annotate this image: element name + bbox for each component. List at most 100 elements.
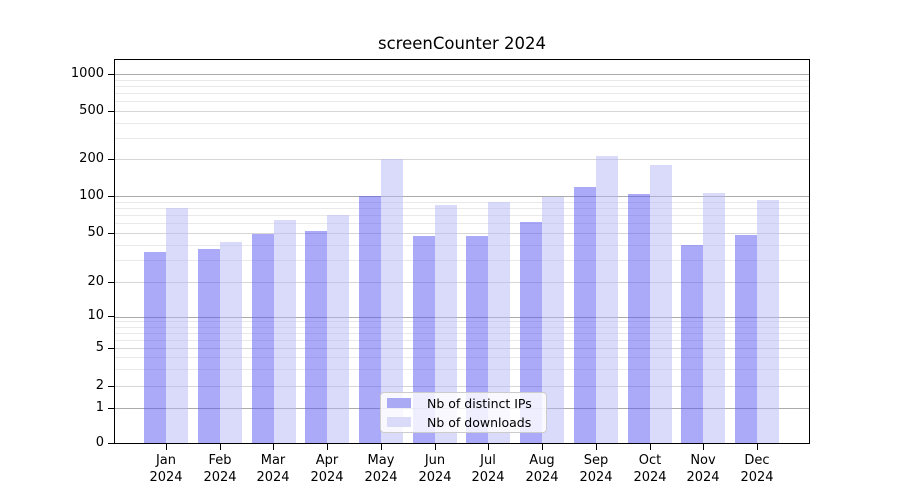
legend-label-downloads: Nb of downloads	[427, 414, 532, 430]
x-tick-mark	[166, 444, 167, 450]
bar-dec-distinct-ips	[735, 235, 757, 444]
bar-apr-distinct-ips	[305, 230, 328, 444]
bar-oct-downloads	[649, 164, 672, 444]
year-label: 2024	[579, 469, 613, 485]
major-gridline	[114, 74, 810, 75]
y-tick-label: 100	[79, 188, 104, 203]
y-tick-mark	[108, 443, 114, 444]
legend-item-downloads: Nb of downloads	[387, 414, 546, 430]
x-tick-label-mar: Mar 2024	[241, 453, 305, 486]
month-label: Jan	[155, 453, 177, 468]
bar-jul-downloads	[488, 201, 511, 444]
legend-label-distinct-ips: Nb of distinct IPs	[427, 395, 532, 411]
x-tick-label-jul: Jul 2024	[456, 453, 520, 486]
y-tick-label: 200	[79, 151, 104, 166]
y-tick-label: 0	[95, 435, 104, 450]
bar-feb-distinct-ips	[197, 249, 220, 444]
y-tick-mark	[108, 74, 114, 75]
x-tick-label-sep: Sep 2024	[564, 453, 628, 486]
month-label: Nov	[690, 453, 716, 468]
bar-jun-downloads	[434, 204, 457, 444]
month-label: Aug	[529, 453, 555, 468]
bar-feb-downloads	[219, 242, 242, 444]
major-gridline	[114, 196, 810, 197]
x-tick-mark	[542, 444, 543, 450]
minor-gridline	[114, 85, 810, 87]
x-tick-label-jun: Jun 2024	[403, 453, 467, 486]
y-tick-label: 2	[95, 378, 104, 393]
year-label: 2024	[471, 469, 505, 485]
bar-mar-distinct-ips	[251, 234, 274, 444]
minor-gridline	[114, 339, 810, 341]
minor-gridline	[114, 332, 810, 334]
y-tick-label: 20	[87, 274, 104, 289]
labeled-gridline	[114, 348, 810, 349]
year-label: 2024	[256, 469, 290, 485]
minor-gridline	[114, 244, 810, 246]
bar-apr-downloads	[327, 215, 350, 444]
minor-gridline	[114, 122, 810, 124]
y-tick-mark	[108, 196, 114, 197]
bar-may-downloads	[380, 159, 403, 444]
y-tick-mark	[108, 282, 114, 283]
minor-gridline	[114, 101, 810, 103]
month-label: Feb	[208, 453, 232, 468]
year-label: 2024	[525, 469, 559, 485]
bar-oct-distinct-ips	[627, 194, 650, 444]
x-tick-label-feb: Feb 2024	[188, 453, 252, 486]
minor-gridline	[114, 260, 810, 262]
bar-jan-distinct-ips	[144, 252, 166, 444]
x-tick-mark	[381, 444, 382, 450]
x-tick-mark	[488, 444, 489, 450]
minor-gridline	[114, 79, 810, 81]
y-tick-label: 1	[95, 400, 104, 415]
year-label: 2024	[418, 469, 452, 485]
x-tick-label-oct: Oct 2024	[618, 453, 682, 486]
labeled-gridline	[114, 233, 810, 234]
month-label: Jul	[480, 453, 496, 468]
bar-jan-downloads	[166, 207, 188, 444]
x-tick-label-nov: Nov 2024	[671, 453, 735, 486]
x-tick-label-apr: Apr 2024	[295, 453, 359, 486]
bar-sep-distinct-ips	[573, 187, 596, 444]
minor-gridline	[114, 201, 810, 203]
labeled-gridline	[114, 111, 810, 112]
year-label: 2024	[203, 469, 237, 485]
month-label: Oct	[638, 453, 662, 468]
minor-gridline	[114, 321, 810, 323]
y-tick-mark	[108, 233, 114, 234]
bar-mar-downloads	[273, 219, 296, 444]
y-tick-mark	[108, 348, 114, 349]
bar-nov-downloads	[703, 193, 726, 444]
month-label: May	[367, 453, 395, 468]
bar-aug-distinct-ips	[520, 221, 543, 444]
minor-gridline	[114, 326, 810, 328]
legend-swatch-distinct-ips	[387, 398, 411, 408]
minor-gridline	[114, 357, 810, 359]
y-tick-label: 50	[87, 225, 104, 240]
minor-gridline	[114, 207, 810, 209]
x-tick-mark	[273, 444, 274, 450]
x-tick-mark	[757, 444, 758, 450]
y-tick-label: 500	[79, 103, 104, 118]
year-label: 2024	[633, 469, 667, 485]
y-tick-mark	[108, 159, 114, 160]
minor-gridline	[114, 369, 810, 371]
month-label: Mar	[260, 453, 286, 468]
bar-nov-distinct-ips	[681, 244, 704, 444]
x-tick-label-aug: Aug 2024	[510, 453, 574, 486]
bars-layer	[114, 59, 810, 444]
x-tick-mark	[327, 444, 328, 450]
major-gridline	[114, 316, 810, 318]
year-label: 2024	[310, 469, 344, 485]
month-label: Sep	[583, 453, 609, 468]
legend: Nb of distinct IPs Nb of downloads	[380, 392, 547, 433]
minor-gridline	[114, 223, 810, 225]
y-tick-label: 1000	[70, 66, 104, 81]
minor-gridline	[114, 93, 810, 95]
x-tick-label-may: May 2024	[349, 453, 413, 486]
year-label: 2024	[740, 469, 774, 485]
y-tick-mark	[108, 386, 114, 387]
y-tick-label: 5	[95, 340, 104, 355]
y-tick-label: 10	[87, 308, 104, 323]
